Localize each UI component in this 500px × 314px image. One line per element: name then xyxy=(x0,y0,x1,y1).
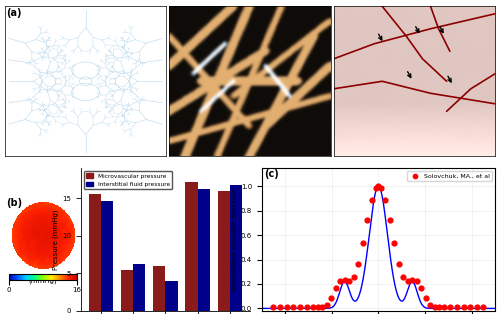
Solovchuk, MA., et al xyxy=(440,305,448,310)
Legend: Microvascular pressure, Interstitial fluid pressure: Microvascular pressure, Interstitial flu… xyxy=(84,171,172,189)
Y-axis label: Pressure (mmHg): Pressure (mmHg) xyxy=(53,209,60,270)
Solovchuk, MA., et al xyxy=(309,305,317,310)
Text: (a): (a) xyxy=(6,8,22,18)
Bar xyxy=(218,191,230,311)
Solovchuk, MA., et al xyxy=(336,279,344,284)
Solovchuk, MA., et al xyxy=(446,305,454,310)
Solovchuk, MA., et al xyxy=(345,279,353,284)
Solovchuk, MA., et al xyxy=(430,305,438,310)
Solovchuk, MA., et al xyxy=(412,279,420,284)
Solovchuk, MA., et al xyxy=(376,186,384,191)
Bar xyxy=(153,266,166,311)
Solovchuk, MA., et al xyxy=(363,218,371,223)
Text: (c): (c) xyxy=(264,170,279,179)
Solovchuk, MA., et al xyxy=(435,305,443,310)
Solovchuk, MA., et al xyxy=(327,295,335,300)
Text: (b): (b) xyxy=(6,198,22,208)
Solovchuk, MA., et al xyxy=(417,286,425,291)
Solovchuk, MA., et al xyxy=(340,278,348,283)
Solovchuk, MA., et al xyxy=(314,305,322,310)
Legend: Solovchuk, MA., et al: Solovchuk, MA., et al xyxy=(406,171,492,181)
Y-axis label: Normalized acoustic pressure: Normalized acoustic pressure xyxy=(232,188,238,291)
Solovchuk, MA., et al xyxy=(372,186,380,191)
Solovchuk, MA., et al xyxy=(399,274,407,279)
Solovchuk, MA., et al xyxy=(358,241,366,246)
Solovchuk, MA., et al xyxy=(270,305,278,310)
Solovchuk, MA., et al xyxy=(386,218,394,223)
Bar xyxy=(121,269,133,311)
Solovchuk, MA., et al xyxy=(404,279,411,284)
Solovchuk, MA., et al xyxy=(350,274,358,279)
Solovchuk, MA., et al xyxy=(426,302,434,307)
Solovchuk, MA., et al xyxy=(460,305,468,310)
Bar xyxy=(198,189,210,311)
Bar xyxy=(88,194,101,311)
Bar xyxy=(186,181,198,311)
Bar xyxy=(230,185,242,311)
Solovchuk, MA., et al xyxy=(466,305,474,310)
Solovchuk, MA., et al xyxy=(290,305,298,310)
Solovchuk, MA., et al xyxy=(374,184,382,189)
Solovchuk, MA., et al xyxy=(422,295,430,300)
Solovchuk, MA., et al xyxy=(296,305,304,310)
Solovchuk, MA., et al xyxy=(394,261,402,266)
Solovchuk, MA., et al xyxy=(381,198,389,203)
Solovchuk, MA., et al xyxy=(453,305,461,310)
Text: (mmHg): (mmHg) xyxy=(28,277,58,284)
Text: IFP: IFP xyxy=(38,273,48,279)
Solovchuk, MA., et al xyxy=(282,305,290,310)
Solovchuk, MA., et al xyxy=(318,305,326,310)
Solovchuk, MA., et al xyxy=(332,286,340,291)
Solovchuk, MA., et al xyxy=(276,305,284,310)
Bar xyxy=(133,264,145,311)
Solovchuk, MA., et al xyxy=(354,261,362,266)
Solovchuk, MA., et al xyxy=(480,305,488,310)
Bar xyxy=(166,281,177,311)
Solovchuk, MA., et al xyxy=(368,198,376,203)
Solovchuk, MA., et al xyxy=(390,241,398,246)
Bar xyxy=(101,201,113,311)
Solovchuk, MA., et al xyxy=(408,278,416,283)
Solovchuk, MA., et al xyxy=(322,302,330,307)
Solovchuk, MA., et al xyxy=(472,305,480,310)
Solovchuk, MA., et al xyxy=(302,305,310,310)
